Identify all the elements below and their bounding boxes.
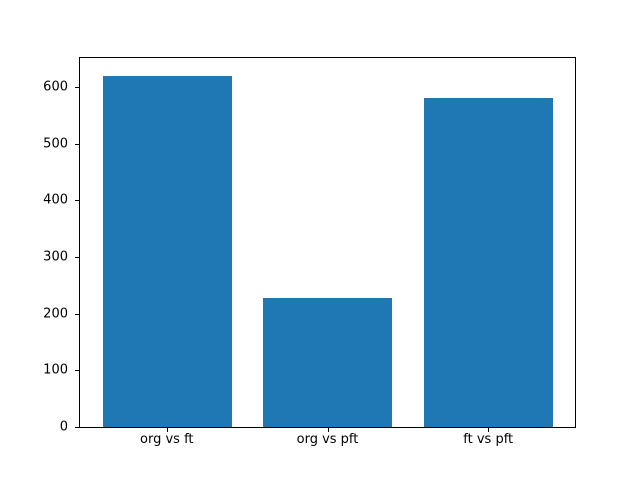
y-tick-mark xyxy=(75,370,79,371)
bar xyxy=(263,298,392,427)
y-tick-mark xyxy=(75,144,79,145)
plot-area: org vs ft org vs pft ft vs pft 0 100 200 300 40… xyxy=(43,57,576,446)
bar xyxy=(103,76,232,427)
x-tick-mark xyxy=(488,428,489,432)
y-tick-mark xyxy=(75,427,79,428)
y-tick-label: 100 xyxy=(43,362,68,378)
y-tick-label: 400 xyxy=(43,192,68,208)
y-tick-mark xyxy=(75,87,79,88)
y-tick-label: 300 xyxy=(43,249,68,265)
y-tick-mark xyxy=(75,257,79,258)
bar xyxy=(424,98,553,427)
y-tick-label: 200 xyxy=(43,306,68,322)
y-tick-label: 500 xyxy=(43,136,68,152)
x-tick-label: org vs ft xyxy=(140,432,194,447)
y-tick-mark xyxy=(75,200,79,201)
x-tick-label: org vs pft xyxy=(296,432,359,447)
x-tick-mark xyxy=(167,428,168,432)
x-tick-label: ft vs pft xyxy=(463,432,514,447)
y-tick-mark xyxy=(75,314,79,315)
y-tick-label: 600 xyxy=(43,79,68,95)
x-tick-mark xyxy=(328,428,329,432)
y-tick-label: 0 xyxy=(59,419,68,435)
